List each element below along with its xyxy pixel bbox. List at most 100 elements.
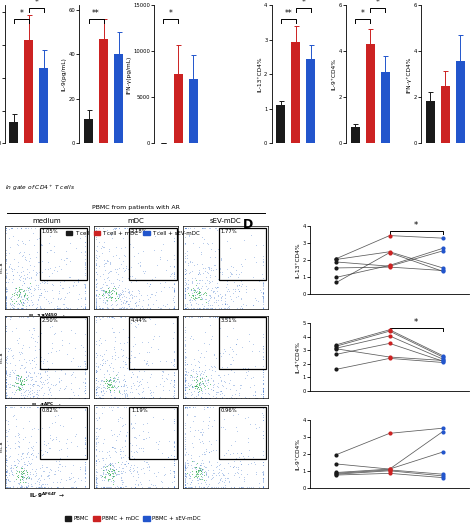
Point (198, 224, 206, 232)
Point (202, 468, 210, 477)
Point (109, 465, 117, 473)
Point (232, 340, 240, 348)
Point (23, 224, 30, 232)
Point (218, 387, 225, 395)
Point (185, 231, 192, 239)
Point (196, 465, 204, 473)
Point (20, 291, 27, 300)
Point (107, 394, 114, 402)
Point (197, 348, 204, 357)
Point (105, 377, 113, 386)
Point (75, 394, 83, 402)
Point (114, 290, 122, 298)
Point (21, 471, 28, 479)
Point (210, 386, 217, 395)
Point (117, 313, 125, 322)
Point (243, 301, 250, 309)
Point (208, 422, 216, 430)
Point (92, 394, 100, 402)
Point (6, 313, 14, 322)
Point (118, 458, 126, 466)
Point (246, 403, 254, 411)
X-axis label: $\bf{IL\text{-}9}$$^{\bf{AF647}}$ $\rightarrow$: $\bf{IL\text{-}9}$$^{\bf{AF647}}$ $\righ… (28, 490, 65, 500)
Point (98, 339, 105, 347)
Point (386, 231, 393, 240)
Point (211, 313, 219, 322)
Point (231, 389, 239, 398)
Point (13, 467, 20, 475)
Point (99, 386, 107, 395)
Point (236, 457, 244, 465)
Point (28, 355, 36, 364)
Point (11, 461, 19, 469)
Point (159, 403, 166, 411)
Point (3, 466, 10, 474)
Point (202, 371, 210, 380)
Point (3, 475, 10, 483)
Point (15, 478, 22, 487)
Point (222, 378, 229, 386)
Point (201, 366, 209, 374)
Point (181, 326, 189, 334)
Point (199, 470, 206, 479)
Point (144, 483, 151, 491)
Point (19, 341, 27, 349)
Point (17, 224, 25, 232)
Point (30, 380, 38, 388)
Point (62, 384, 69, 393)
Point (117, 467, 124, 475)
Point (230, 278, 237, 286)
Point (170, 382, 178, 391)
Point (222, 403, 230, 411)
Point (92, 224, 100, 232)
Point (197, 384, 204, 392)
Point (38, 462, 46, 471)
Point (260, 467, 267, 475)
Point (229, 297, 237, 305)
Point (187, 268, 194, 277)
Point (227, 244, 234, 252)
Point (124, 274, 132, 282)
Point (106, 467, 113, 476)
Point (161, 277, 169, 286)
Point (3, 385, 10, 393)
Point (197, 379, 204, 388)
Point (210, 293, 218, 301)
Point (13, 379, 20, 387)
Point (15, 241, 22, 249)
Point (170, 403, 178, 411)
Point (81, 381, 89, 390)
Point (99, 297, 107, 306)
Point (260, 295, 267, 304)
Point (139, 247, 147, 255)
Point (157, 287, 164, 295)
Point (194, 387, 202, 396)
Point (127, 372, 135, 381)
Point (190, 463, 198, 471)
Point (181, 370, 189, 378)
Point (118, 303, 126, 312)
Point (109, 376, 117, 385)
Point (3, 369, 10, 377)
Point (181, 394, 189, 402)
Point (187, 388, 194, 396)
Point (3, 483, 10, 491)
Point (16, 290, 24, 299)
Point (130, 424, 138, 432)
Point (182, 353, 190, 361)
Point (204, 376, 212, 385)
Point (113, 432, 121, 440)
Point (98, 447, 105, 455)
Point (102, 377, 109, 385)
Point (163, 403, 170, 411)
Point (198, 295, 205, 304)
Point (159, 386, 167, 395)
Point (3, 313, 10, 322)
Point (120, 387, 128, 396)
Point (53, 483, 61, 491)
Point (15, 438, 23, 446)
Point (120, 375, 128, 384)
Point (117, 413, 124, 421)
Point (28, 386, 36, 394)
Point (14, 479, 22, 487)
